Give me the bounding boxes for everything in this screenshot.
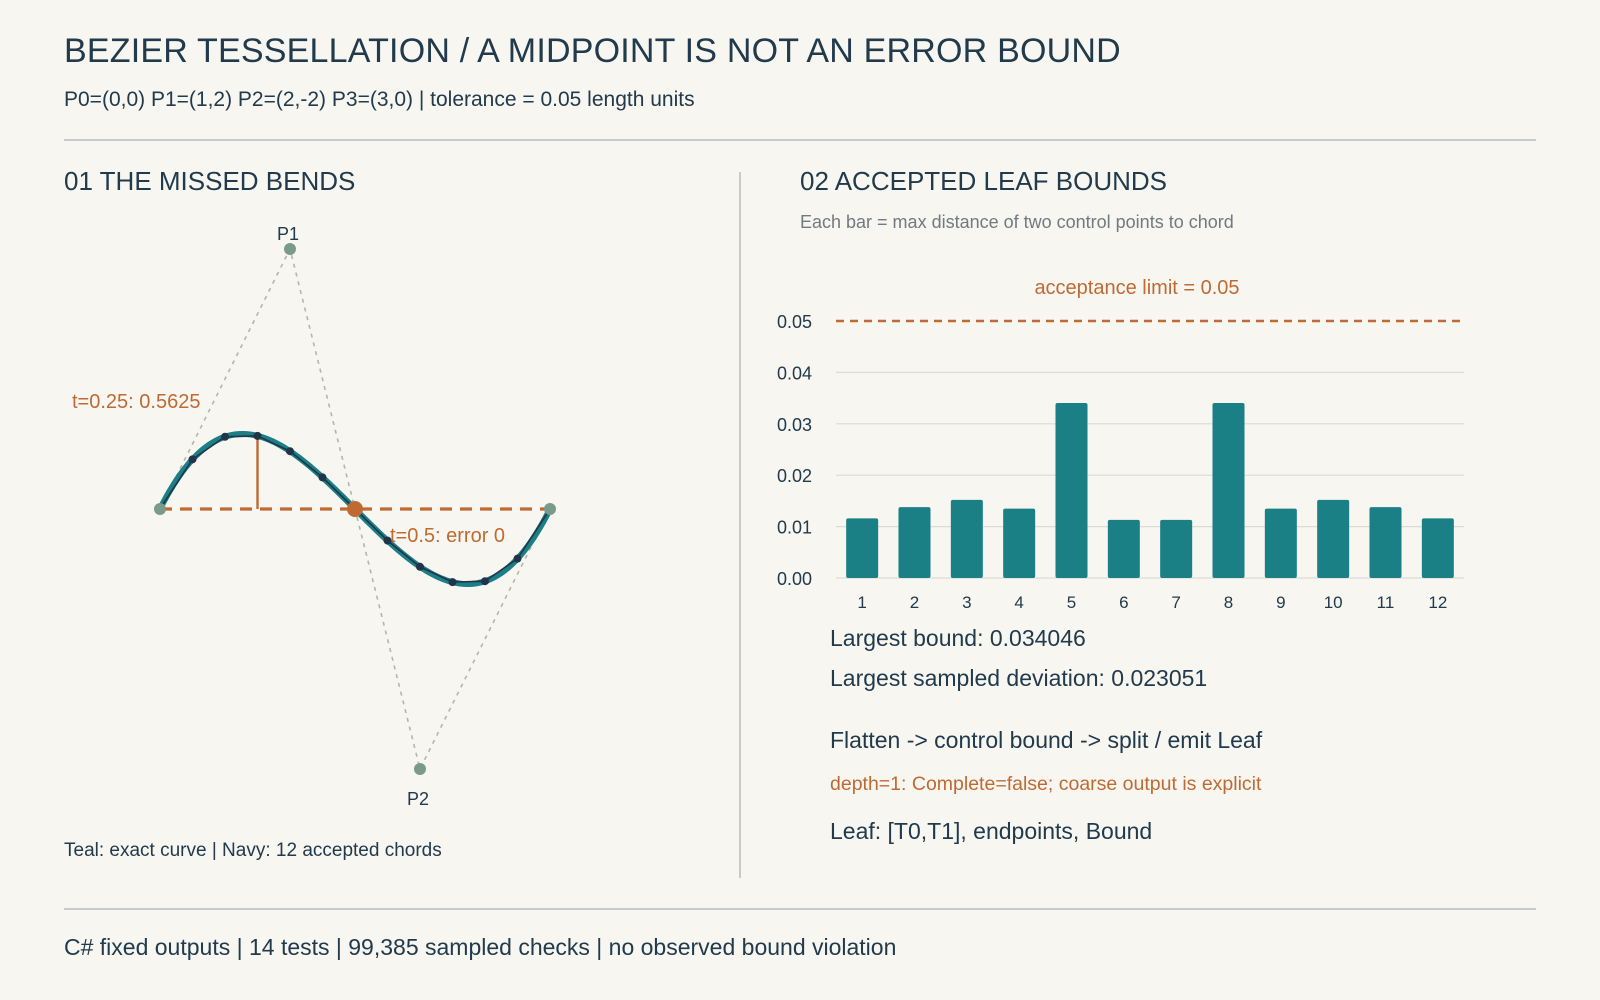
bar-4: [1003, 508, 1036, 578]
bar-12: [1421, 518, 1454, 578]
x-tick-label: 2: [910, 593, 919, 612]
limit-label: acceptance limit = 0.05: [1034, 277, 1239, 299]
chord-vertex: [286, 447, 294, 456]
control-point-p1: [284, 243, 296, 255]
stat-largest-bound: Largest bound: 0.034046: [830, 625, 1086, 651]
page-title: BEZIER TESSELLATION / A MIDPOINT IS NOT …: [64, 32, 1121, 70]
panel1-legend: Teal: exact curve | Navy: 12 accepted ch…: [64, 840, 442, 861]
y-tick-label: 0.03: [777, 415, 812, 435]
y-axis-ticks: 0.00 0.01 0.02 0.03 0.04 0.05: [777, 312, 812, 589]
bottom-divider: [64, 908, 1536, 910]
x-tick-label: 5: [1067, 593, 1076, 612]
chord-vertex: [481, 577, 489, 586]
panel2-caption: Each bar = max distance of two control p…: [800, 212, 1234, 232]
leaf-bounds-chart: 0.000.010.020.030.040.05 1 2 3 4 5 6 7 8 9 10 11 12…: [777, 277, 1464, 612]
x-axis-ticks: 1 2 3 4 5 6 7 8 9 10 11 12: [857, 593, 1447, 612]
y-tick-label: 0.02: [777, 466, 812, 486]
bar-2: [898, 507, 931, 578]
chart-bars: [846, 403, 1454, 578]
x-tick-label: 12: [1428, 593, 1447, 612]
bar-8: [1212, 403, 1245, 578]
annotation-quarter: t=0.25: 0.5625: [72, 391, 200, 413]
top-divider: [64, 139, 1536, 141]
chord-vertex: [416, 562, 424, 571]
bar-1: [846, 518, 879, 578]
control-points: P1 P2: [154, 224, 556, 809]
chord-vertex: [448, 578, 457, 587]
y-tick-label: 0.00: [777, 569, 812, 589]
bar-7: [1160, 519, 1193, 578]
midpoint-marker: [347, 501, 363, 517]
control-point-p3: [544, 503, 556, 515]
bar-5: [1055, 403, 1088, 578]
x-tick-label: 1: [857, 593, 866, 612]
panel2-title: 02 ACCEPTED LEAF BOUNDS: [800, 166, 1167, 196]
bar-10: [1317, 499, 1350, 578]
x-tick-label: 8: [1224, 593, 1233, 612]
error-annotations: t=0.25: 0.5625 t=0.5: error 0: [72, 391, 505, 547]
chord-vertex: [221, 432, 229, 441]
stat-leaf-definition: Leaf: [T0,T1], endpoints, Bound: [830, 818, 1153, 844]
accepted-chords: [159, 431, 551, 587]
y-tick-label: 0.04: [777, 363, 812, 383]
page-subtitle: P0=(0,0) P1=(1,2) P2=(2,-2) P3=(3,0) | t…: [64, 88, 695, 111]
x-tick-label: 10: [1324, 593, 1343, 612]
x-tick-label: 6: [1119, 593, 1128, 612]
control-point-p0: [154, 503, 166, 515]
bar-9: [1264, 508, 1297, 578]
bar-11: [1369, 507, 1402, 578]
panel1-title: 01 THE MISSED BENDS: [64, 166, 356, 196]
chord-vertex: [188, 455, 197, 464]
acceptance-limit: acceptance limit = 0.05: [836, 277, 1464, 323]
x-tick-label: 9: [1276, 593, 1285, 612]
bezier-diagram: t=0.25: 0.5625 t=0.5: error 0 P1 P2: [72, 224, 556, 809]
chart-grid: [836, 371, 1464, 579]
chord-vertex: [253, 431, 262, 440]
x-tick-label: 3: [962, 593, 971, 612]
panel-divider: [739, 172, 741, 878]
x-tick-label: 11: [1377, 593, 1395, 612]
bar-6: [1107, 519, 1140, 578]
annotation-mid: t=0.5: error 0: [390, 525, 505, 547]
stat-pipeline: Flatten -> control bound -> split / emit…: [830, 727, 1263, 753]
footer-summary: C# fixed outputs | 14 tests | 99,385 sam…: [64, 934, 897, 960]
control-point-p2: [414, 763, 426, 775]
stat-depth-note: depth=1: Complete=false; coarse output i…: [830, 773, 1262, 795]
control-point-label: P1: [277, 224, 299, 244]
chord-vertex: [513, 554, 522, 563]
baseline-chord: [160, 435, 550, 511]
chord-vertex: [383, 536, 392, 545]
x-tick-label: 4: [1014, 593, 1023, 612]
y-tick-label: 0.01: [777, 518, 812, 538]
stat-largest-deviation: Largest sampled deviation: 0.023051: [830, 665, 1208, 691]
chord-vertex: [318, 473, 327, 482]
y-tick-label: 0.05: [777, 312, 812, 332]
control-point-label: P2: [407, 789, 429, 809]
x-tick-label: 7: [1171, 593, 1180, 612]
bar-3: [950, 499, 983, 578]
